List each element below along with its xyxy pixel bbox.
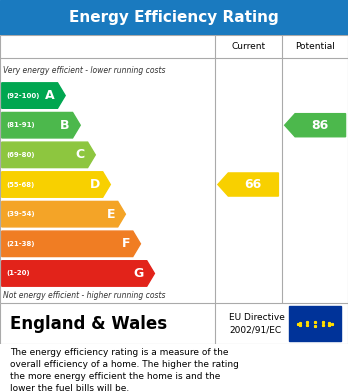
Text: Potential: Potential — [295, 42, 335, 51]
Polygon shape — [2, 261, 155, 286]
Text: Energy Efficiency Rating: Energy Efficiency Rating — [69, 10, 279, 25]
Text: EU Directive: EU Directive — [229, 313, 285, 322]
Text: England & Wales: England & Wales — [10, 314, 168, 333]
Polygon shape — [2, 142, 95, 168]
Polygon shape — [2, 201, 125, 227]
Polygon shape — [2, 113, 80, 138]
Text: Current: Current — [231, 42, 266, 51]
Text: 2002/91/EC: 2002/91/EC — [229, 325, 281, 334]
Text: The energy efficiency rating is a measure of the
overall efficiency of a home. T: The energy efficiency rating is a measur… — [10, 348, 239, 391]
Text: (1-20): (1-20) — [6, 271, 30, 276]
Polygon shape — [285, 114, 346, 137]
Polygon shape — [218, 173, 278, 196]
Text: D: D — [90, 178, 100, 191]
Text: A: A — [45, 89, 55, 102]
Text: C: C — [76, 148, 85, 161]
Text: (69-80): (69-80) — [6, 152, 34, 158]
Text: (92-100): (92-100) — [6, 93, 39, 99]
Text: Not energy efficient - higher running costs: Not energy efficient - higher running co… — [3, 291, 166, 300]
Bar — [289, 306, 341, 341]
Text: E: E — [106, 208, 115, 221]
Text: (39-54): (39-54) — [6, 211, 34, 217]
Text: F: F — [121, 237, 130, 250]
Text: G: G — [134, 267, 144, 280]
Polygon shape — [2, 231, 141, 256]
Text: B: B — [60, 119, 70, 132]
Text: 86: 86 — [312, 119, 329, 132]
Text: 66: 66 — [245, 178, 262, 191]
Polygon shape — [2, 172, 110, 197]
Polygon shape — [2, 83, 65, 108]
Text: (21-38): (21-38) — [6, 241, 34, 247]
Text: Very energy efficient - lower running costs: Very energy efficient - lower running co… — [3, 66, 166, 75]
Text: (81-91): (81-91) — [6, 122, 34, 128]
Text: (55-68): (55-68) — [6, 181, 34, 188]
